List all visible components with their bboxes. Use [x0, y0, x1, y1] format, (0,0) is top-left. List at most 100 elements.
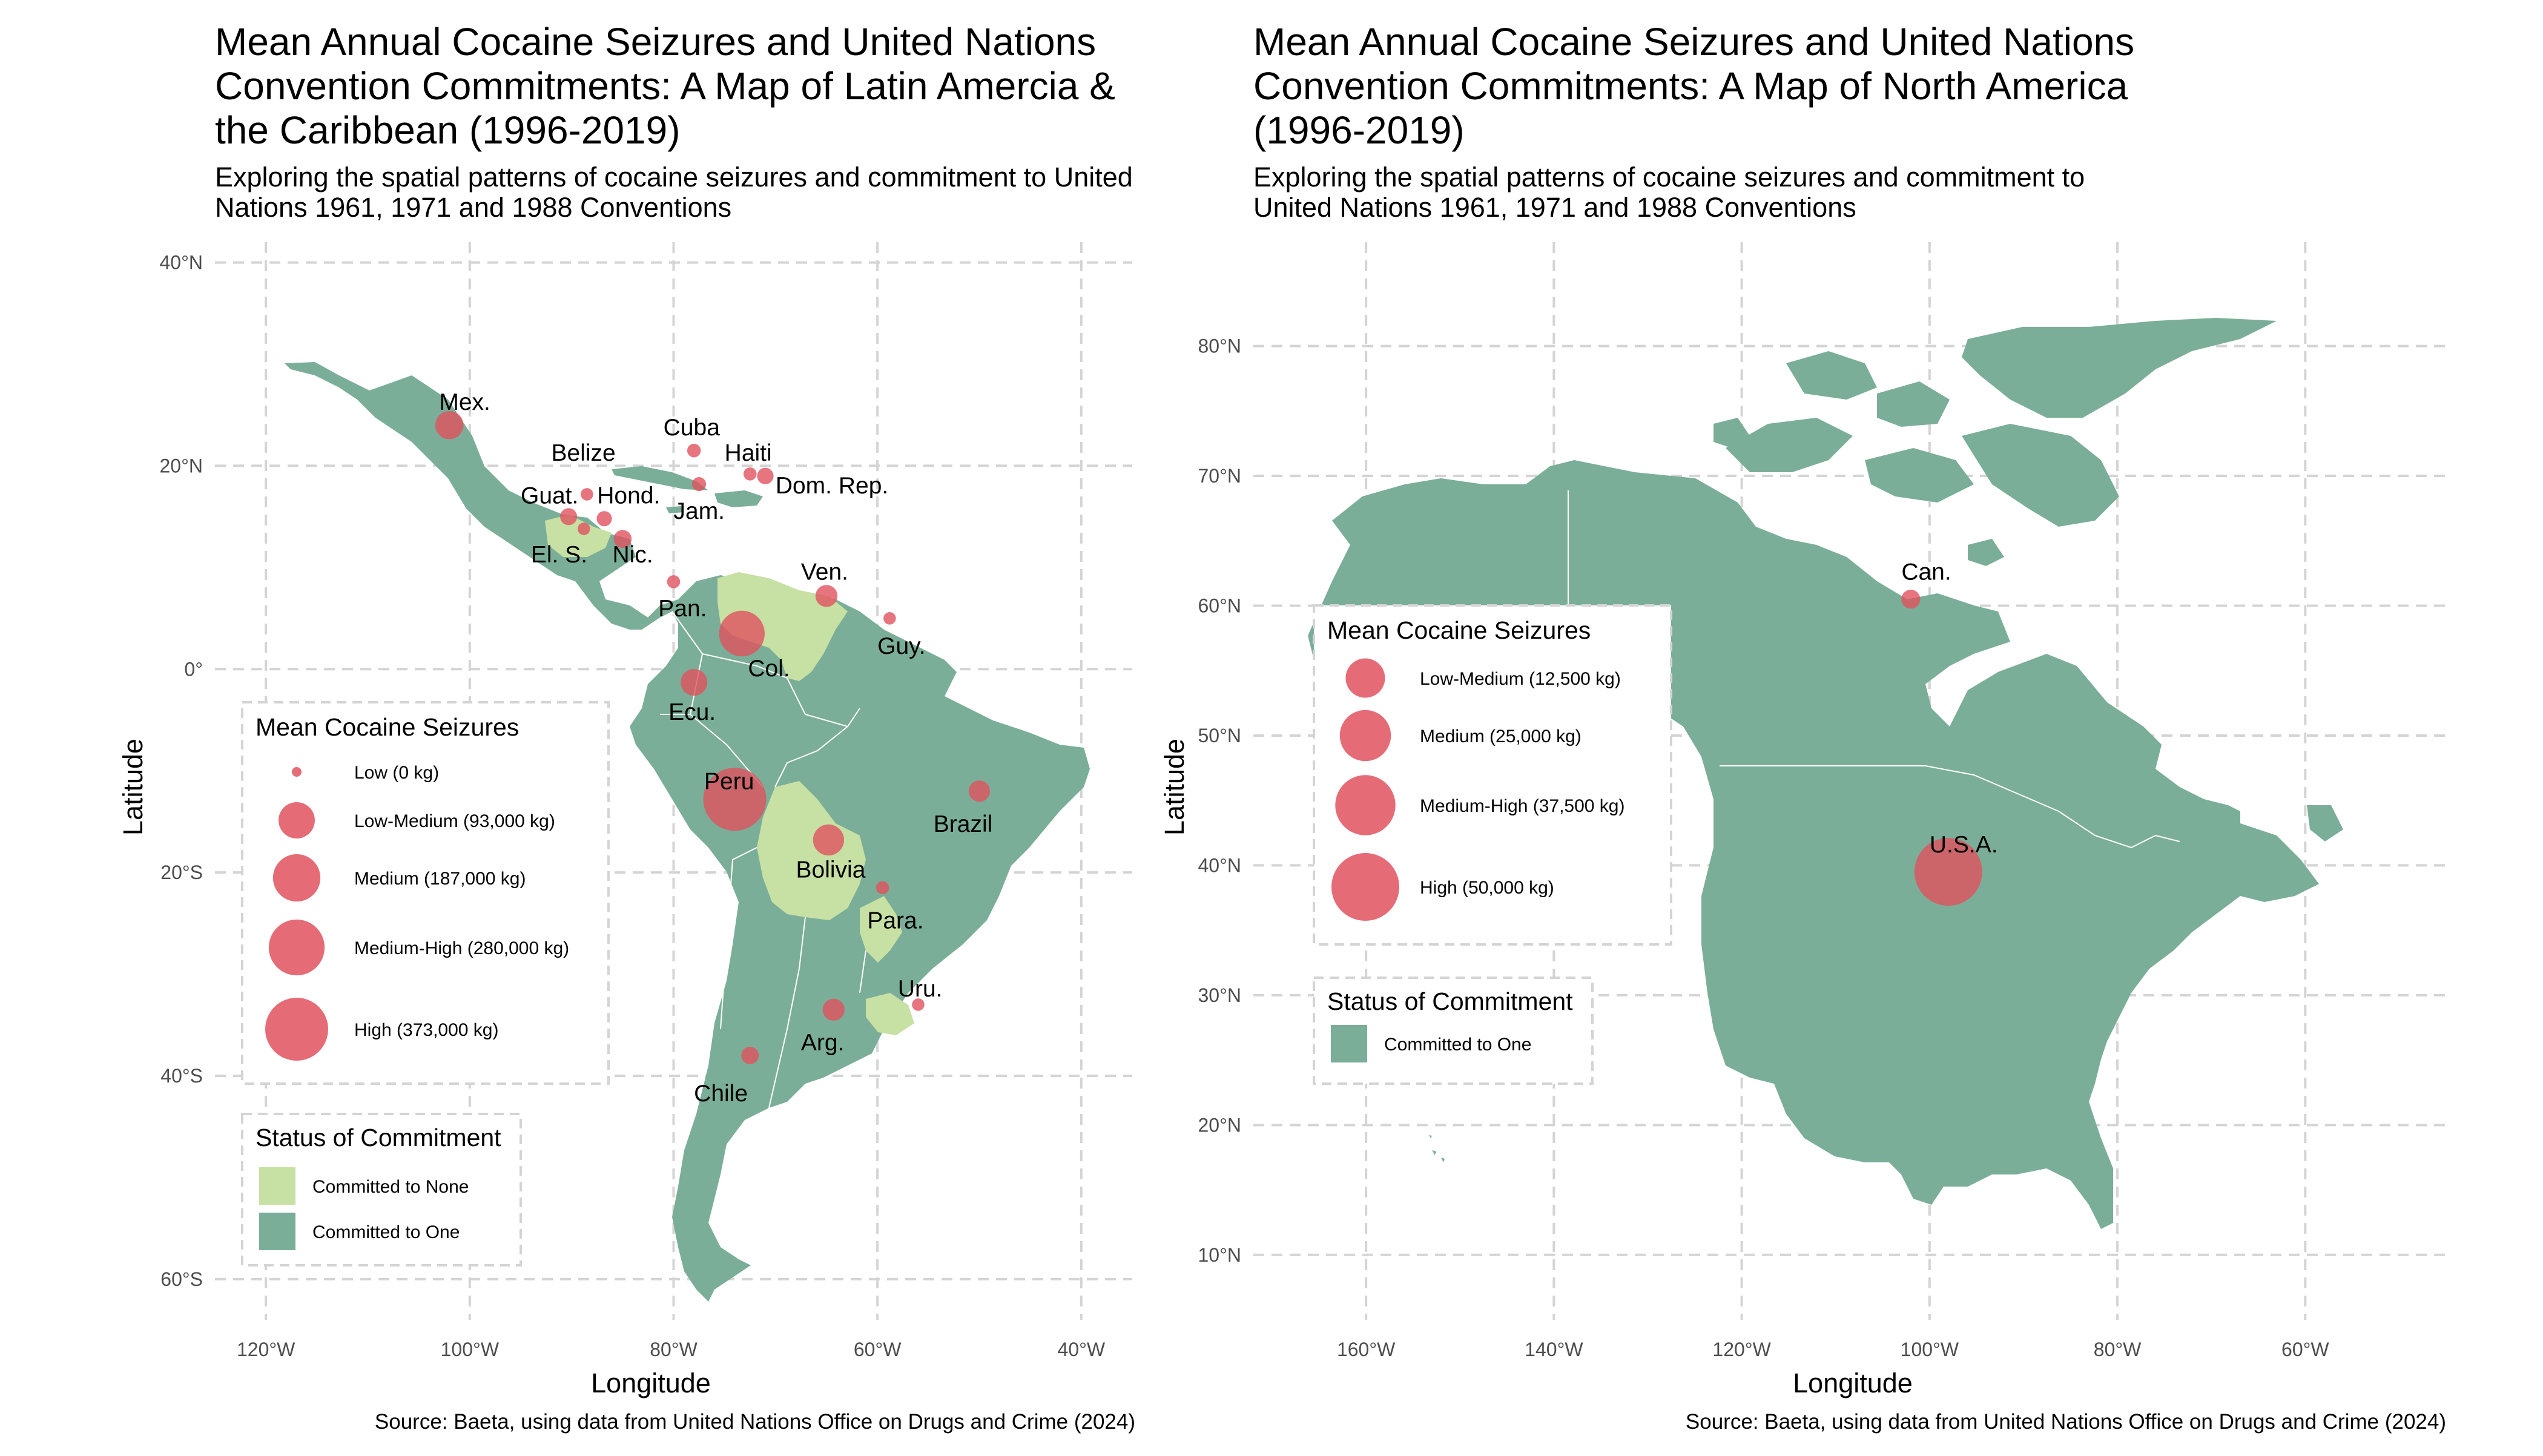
size-legend-label: Low-Medium (93,000 kg) [354, 811, 555, 831]
fill-legend-label: Committed to One [1384, 1035, 1531, 1055]
size-legend-label: Low (0 kg) [354, 763, 439, 783]
country-label-pan: Pan. [658, 596, 707, 622]
hispaniola-shape [714, 490, 763, 507]
latin-america-x-tick-label: 40°W [1058, 1339, 1106, 1360]
seizure-point-ecu [681, 669, 708, 696]
cuba-shape [612, 466, 708, 490]
arctic-islands-shape-3 [1962, 424, 2119, 527]
north-america-panel: Mean Annual Cocaine Seizures and United … [1159, 20, 2446, 1434]
seizure-point-u-s-a [1914, 838, 1982, 906]
country-label-ecu: Ecu. [668, 699, 716, 725]
country-label-uru: Uru. [898, 976, 943, 1002]
latin-america-caption: Source: Baeta, using data from United Na… [375, 1410, 1135, 1434]
latin-america-fill-legend-items: Committed to None Committed to One [259, 1167, 469, 1250]
country-label-mex: Mex. [439, 389, 490, 415]
latin-america-title-line-2: Convention Commitments: A Map of Latin A… [215, 64, 1115, 108]
seizure-point-col [719, 610, 765, 657]
jamaica-shape [666, 506, 684, 513]
central-america-none-shape [545, 515, 612, 557]
country-label-para: Para. [867, 908, 923, 934]
size-legend-key [268, 919, 325, 976]
arctic-islands-shape-4 [1786, 351, 1877, 400]
uruguay-shape [866, 993, 914, 1035]
north-america-y-ticks: 80°N 70°N 60°N 50°N 40°N 30°N 20°N 10°N [1198, 335, 1242, 1266]
north-america-y-tick-label: 50°N [1198, 725, 1242, 746]
country-label-hond: Hond. [597, 483, 660, 509]
north-america-subtitle-line-1: Exploring the spatial patterns of cocain… [1253, 162, 2085, 193]
latin-america-title-line-1: Mean Annual Cocaine Seizures and United … [215, 20, 1096, 64]
north-america-y-tick-label: 30°N [1198, 984, 1242, 1006]
latin-america-x-tick-label: 80°W [650, 1339, 698, 1360]
latin-america-subtitle-line-1: Exploring the spatial patterns of cocain… [215, 162, 1133, 193]
size-legend-label: Medium (187,000 kg) [354, 869, 526, 889]
north-america-size-legend: Mean Cocaine Seizures Low-Medium (12,500… [1313, 604, 1672, 946]
latin-america-size-legend-items: Low (0 kg) Low-Medium (93,000 kg) Medium (… [265, 763, 569, 1061]
seizure-point-peru [703, 768, 767, 831]
latin-america-y-tick-label: 0° [184, 658, 203, 680]
latin-america-y-tick-label: 40°N [160, 252, 203, 274]
north-america-y-tick-label: 60°N [1198, 595, 1242, 616]
north-america-fill-legend-items: Committed to One [1331, 1025, 1531, 1062]
hawaii-shape [1429, 1135, 1445, 1162]
north-america-subtitle-line-2: United Nations 1961, 1971 and 1988 Conve… [1253, 192, 1856, 223]
north-america-x-tick-label: 100°W [1901, 1339, 1959, 1360]
seizure-point-hond [596, 511, 612, 527]
country-label-chile: Chile [694, 1081, 748, 1107]
size-legend-key [1331, 853, 1399, 921]
seizure-point-uru [912, 998, 925, 1011]
latin-america-y-tick-label: 60°S [160, 1268, 203, 1290]
arctic-islands-shape-2 [1865, 448, 1974, 502]
latin-america-subtitle-line-2: Nations 1961, 1971 and 1988 Conventions [215, 192, 731, 223]
size-legend-label: Medium-High (37,500 kg) [1420, 796, 1624, 816]
north-america-land-shape [1308, 460, 2319, 1229]
north-america-y-tick-label: 80°N [1198, 335, 1242, 357]
north-america-y-tick-label: 40°N [1198, 854, 1242, 876]
seizure-point-pan [667, 575, 681, 588]
latin-america-fill-legend: Status of Commitment Committed to NoneCo… [241, 1113, 522, 1267]
size-legend-key [279, 802, 315, 838]
north-america-fill-legend: Status of Commitment Committed to One [1313, 977, 1594, 1085]
size-legend-key [292, 767, 302, 777]
north-america-fill-legend-title: Status of Commitment [1327, 987, 1573, 1015]
country-label-guat: Guat. [521, 483, 578, 509]
latin-america-x-ticks: 120°W 100°W 80°W 60°W 40°W [237, 1339, 1106, 1360]
newfoundland-shape [2307, 805, 2343, 842]
country-label-bolivia: Bolivia [796, 857, 866, 883]
latin-america-size-legend: Mean Cocaine Seizures Low (0 kg) Low-Medi… [241, 701, 610, 1085]
latin-america-title-line-3: the Caribbean (1996-2019) [215, 108, 681, 152]
latin-america-seizure-points [435, 410, 991, 1064]
seizure-point-guat [560, 508, 578, 525]
north-america-size-legend-items: Low-Medium (12,500 kg) Medium (25,000 kg)… [1331, 658, 1624, 921]
north-america-x-tick-label: 120°W [1712, 1339, 1771, 1360]
seizure-point-el-s [578, 522, 590, 535]
seizure-point-belize [581, 488, 593, 501]
country-label-cuba: Cuba [664, 415, 721, 441]
venezuela-shape [717, 572, 848, 681]
country-label-col: Col. [748, 656, 790, 682]
seizure-point-guy [883, 612, 896, 625]
size-legend-key [272, 854, 321, 902]
country-label-can: Can. [1901, 559, 1951, 585]
southampton-island-shape [1968, 539, 2004, 566]
fill-legend-label: Committed to None [312, 1177, 469, 1197]
latin-america-y-axis-title: Latitude [117, 739, 148, 835]
bolivia-shape [757, 781, 866, 920]
north-america-caption: Source: Baeta, using data from United Na… [1686, 1410, 2446, 1434]
seizure-point-chile [741, 1046, 759, 1064]
seizure-point-para [876, 881, 889, 895]
latin-america-fill-legend-title: Status of Commitment [256, 1124, 501, 1151]
north-america-title-line-3: (1996-2019) [1253, 108, 1465, 152]
size-legend-key [1339, 710, 1391, 762]
north-america-country-labels: Can. U.S.A. [1901, 559, 1997, 858]
north-america-y-axis-title: Latitude [1159, 739, 1190, 835]
fill-legend-label: Committed to One [312, 1222, 460, 1242]
north-america-x-tick-label: 140°W [1525, 1339, 1583, 1360]
country-label-el-s: El. S. [531, 542, 587, 568]
latin-america-panel: Mean Annual Cocaine Seizures and United … [117, 20, 1135, 1434]
seizure-point-nic [613, 530, 632, 548]
north-america-y-tick-label: 10°N [1198, 1244, 1242, 1266]
north-america-x-tick-label: 60°W [2281, 1339, 2329, 1360]
size-legend-label: Medium-High (280,000 kg) [354, 938, 569, 958]
